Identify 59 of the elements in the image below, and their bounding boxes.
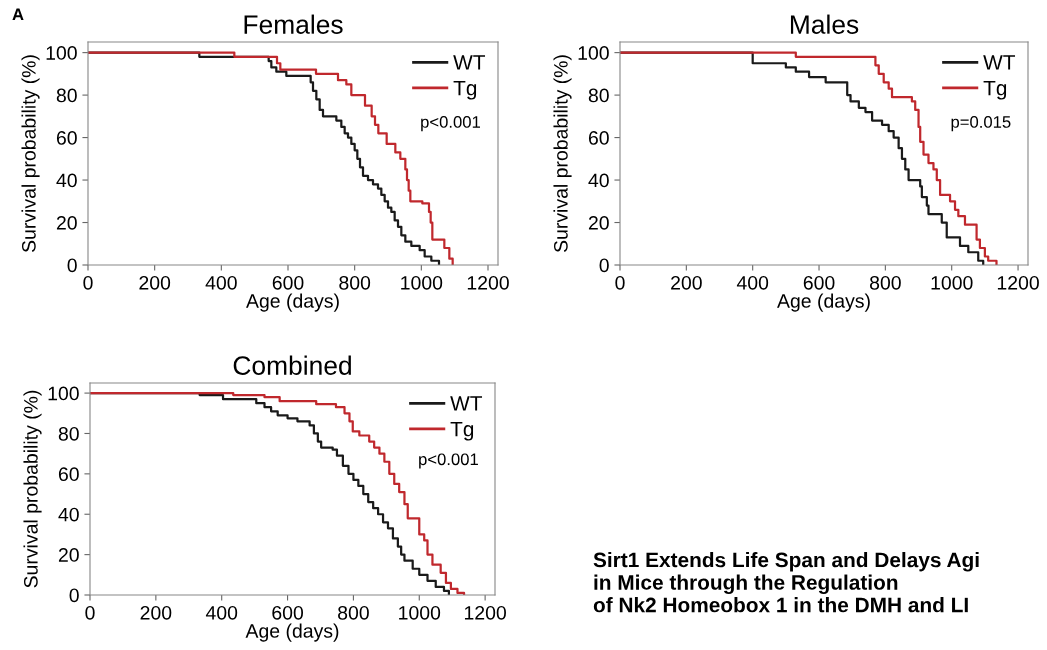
- y-tick-label: 20: [588, 215, 609, 230]
- y-axis-title: Survival probability (%): [23, 390, 42, 588]
- x-tick-label: 0: [615, 275, 625, 290]
- legend-label: WT: [450, 396, 483, 411]
- legend-label: Tg: [450, 421, 474, 441]
- y-tick-label: 40: [56, 173, 77, 188]
- chart-title: Combined: [233, 355, 351, 375]
- x-tick-label: 600: [272, 605, 304, 620]
- y-tick-label: 80: [58, 426, 79, 441]
- x-tick-label: 400: [205, 275, 237, 290]
- y-axis-title: Survival probability (%): [21, 55, 40, 253]
- y-tick-label: 40: [58, 507, 79, 522]
- annotation: p=0.015: [951, 116, 1011, 132]
- x-tick-label: 200: [139, 275, 171, 290]
- y-tick-label: 0: [67, 258, 77, 273]
- y-tick-label: 80: [588, 88, 609, 103]
- x-axis-title: Age (days): [777, 293, 870, 312]
- x-tick-label: 1200: [467, 275, 509, 290]
- x-tick-label: 600: [272, 275, 304, 290]
- x-tick-label: 1000: [931, 275, 973, 290]
- x-tick-label: 400: [205, 605, 238, 620]
- x-tick-label: 800: [869, 275, 901, 290]
- y-tick-label: 40: [588, 173, 609, 188]
- x-tick-label: 200: [671, 275, 702, 290]
- y-tick-label: 100: [46, 46, 77, 60]
- y-tick-label: 60: [56, 131, 77, 145]
- legend-label: Tg: [453, 80, 477, 100]
- x-tick-label: 1200: [997, 275, 1039, 290]
- y-tick-label: 100: [48, 386, 79, 401]
- x-tick-label: 200: [140, 605, 172, 620]
- y-tick-label: 60: [58, 467, 79, 482]
- y-tick-label: 20: [56, 215, 77, 230]
- y-tick-label: 0: [69, 588, 79, 603]
- x-tick-label: 600: [803, 275, 835, 290]
- y-axis-title: Survival probability (%): [553, 55, 572, 253]
- x-tick-label: 1200: [464, 605, 506, 620]
- x-tick-label: 400: [736, 275, 769, 290]
- legend-label: WT: [453, 55, 486, 70]
- annotation: p<0.001: [419, 453, 478, 469]
- legend-label: WT: [983, 55, 1016, 70]
- x-tick-label: 800: [338, 605, 369, 620]
- y-tick-label: 0: [599, 258, 609, 273]
- chart-title: Males: [790, 14, 859, 34]
- legend-label: Tg: [983, 80, 1007, 100]
- x-tick-label: 0: [85, 605, 95, 620]
- annotation: p<0.001: [421, 116, 480, 132]
- y-tick-label: 60: [588, 131, 609, 145]
- x-axis-title: Age (days): [246, 293, 339, 312]
- y-tick-label: 20: [58, 548, 79, 562]
- x-axis-title: Age (days): [245, 623, 339, 642]
- y-tick-label: 80: [56, 88, 77, 103]
- text: Sirt1 Extends Life Span and Delays Agi in Mice through the Regulation of Nk2 Homeobox 1 in the DMH and LI: [593, 552, 979, 613]
- x-tick-label: 1000: [401, 275, 443, 290]
- y-tick-label: 100: [578, 46, 609, 60]
- x-tick-label: 800: [339, 275, 371, 290]
- chart-title: Females: [244, 14, 343, 34]
- x-tick-label: 1000: [399, 605, 441, 620]
- text: A: [12, 8, 24, 21]
- x-tick-label: 0: [83, 275, 93, 290]
